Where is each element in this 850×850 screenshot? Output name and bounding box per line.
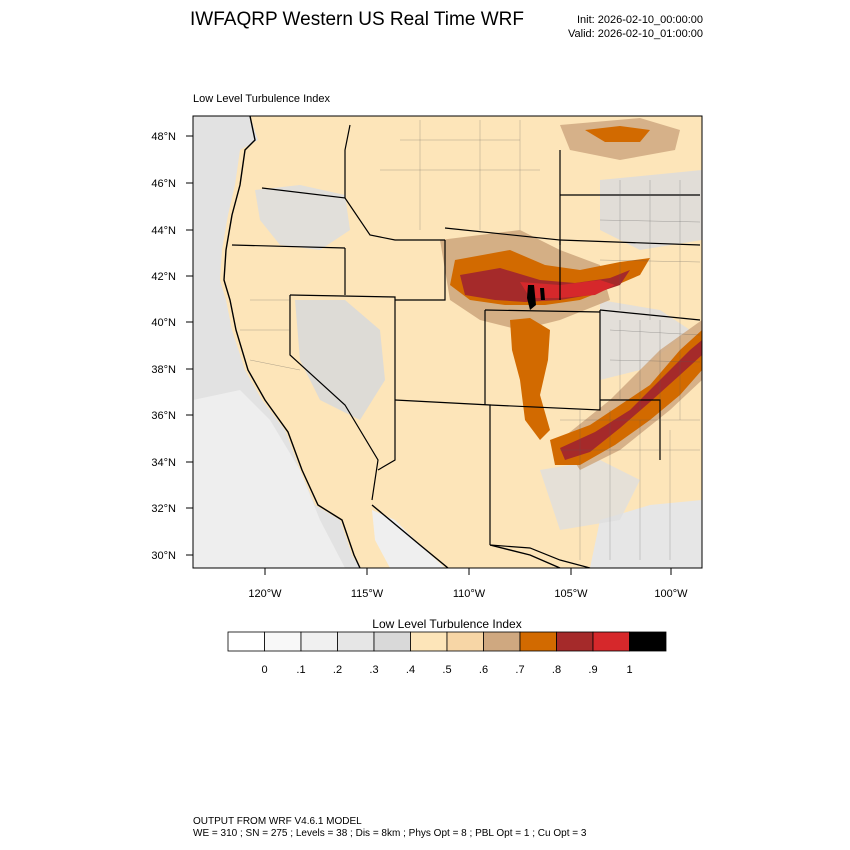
lat-label-44: 44°N [151,225,176,237]
footer-line-model: OUTPUT FROM WRF V4.6.1 MODEL [193,816,362,827]
montana-orange-patch [585,126,650,142]
colorbar-label: .2 [333,664,342,676]
lon-label-115: 115°W [351,588,384,600]
colorbar-box [264,631,302,652]
lat-label-42: 42°N [151,271,176,283]
texas-border [489,544,561,568]
colorbar-title: Low Level Turbulence Index [372,617,522,631]
colorbar-labels: 0 .1 .2 .3 .4 .5 .6 .7 .8 .9 1 [261,664,632,676]
map-frame [192,115,703,569]
colorbar-box [446,631,484,652]
colorbar [227,631,667,652]
gulf-of-california [372,510,445,568]
lat-label-32: 32°N [151,503,176,515]
state-boundaries [231,124,701,568]
lat-label-46: 46°N [151,178,176,190]
nevada-gray-patch [295,300,385,420]
lon-labels: 120°W 115°W 110°W 105°W 100°W [248,588,688,600]
colorbar-box [629,631,667,652]
pacific-northwest-gray [255,185,350,250]
lat-label-48: 48°N [151,131,176,143]
baja-coastline [371,504,449,568]
colorbar-label: .7 [515,664,524,676]
lat-labels: 48°N 46°N 44°N 42°N 40°N 38°N 36°N 34°N … [151,131,176,562]
model-footer: OUTPUT FROM WRF V4.6.1 MODEL WE = 310 ; … [193,816,586,840]
colorbar-box [592,631,630,652]
init-valid-times: Init: 2026-02-10_00:00:00 Valid: 2026-02… [568,13,703,41]
lon-label-120: 120°W [248,588,282,600]
colorbar-label: .8 [552,664,561,676]
great-plains-gray-north [600,170,702,250]
lon-label-110: 110°W [453,588,486,600]
southern-plains-orange-band [550,330,702,465]
init-time: Init: 2026-02-10_00:00:00 [577,14,703,26]
lat-label-36: 36°N [151,410,176,422]
plot-title: IWFAQRP Western US Real Time WRF [190,9,524,30]
max-value-spot-1 [527,285,536,310]
lat-label-30: 30°N [151,550,176,562]
colorbar-label: .3 [369,664,378,676]
colorbar-box [483,631,521,652]
colorbar-box [337,631,375,652]
lon-label-105: 105°W [554,588,588,600]
colorbar-box [227,631,265,652]
map-area [193,116,702,568]
kansas-gray [600,300,690,380]
lat-label-34: 34°N [151,457,176,469]
colorbar-label: .6 [479,664,488,676]
oklahoma-red-band [560,340,702,460]
lat-label-38: 38°N [151,364,176,376]
colorbar-box [519,631,557,652]
texas-gray [540,460,640,530]
coastline [223,116,361,568]
colorbar-label: .9 [588,664,597,676]
colorbar-label: .1 [296,664,305,676]
max-value-spot-2 [540,288,545,300]
colorbar-label: .4 [406,664,415,676]
ocean-lighter-region [193,390,345,568]
county-boundaries [240,120,701,560]
lon-axis [264,568,672,575]
lat-label-40: 40°N [151,317,176,329]
colorbar-label: 0 [261,664,267,676]
valid-time: Valid: 2026-02-10_01:00:00 [568,28,703,40]
colorado-orange-streaks [510,318,550,440]
lon-label-100: 100°W [654,588,688,600]
colorbar-label: 1 [626,664,632,676]
lat-axis [186,135,193,556]
map-subtitle: Low Level Turbulence Index [193,93,330,105]
colorbar-label: .5 [442,664,451,676]
colorbar-box [410,631,448,652]
colorbar-box [300,631,338,652]
colorbar-box [373,631,411,652]
footer-line-config: WE = 310 ; SN = 275 ; Levels = 38 ; Dis … [193,828,587,839]
colorbar-box [556,631,594,652]
